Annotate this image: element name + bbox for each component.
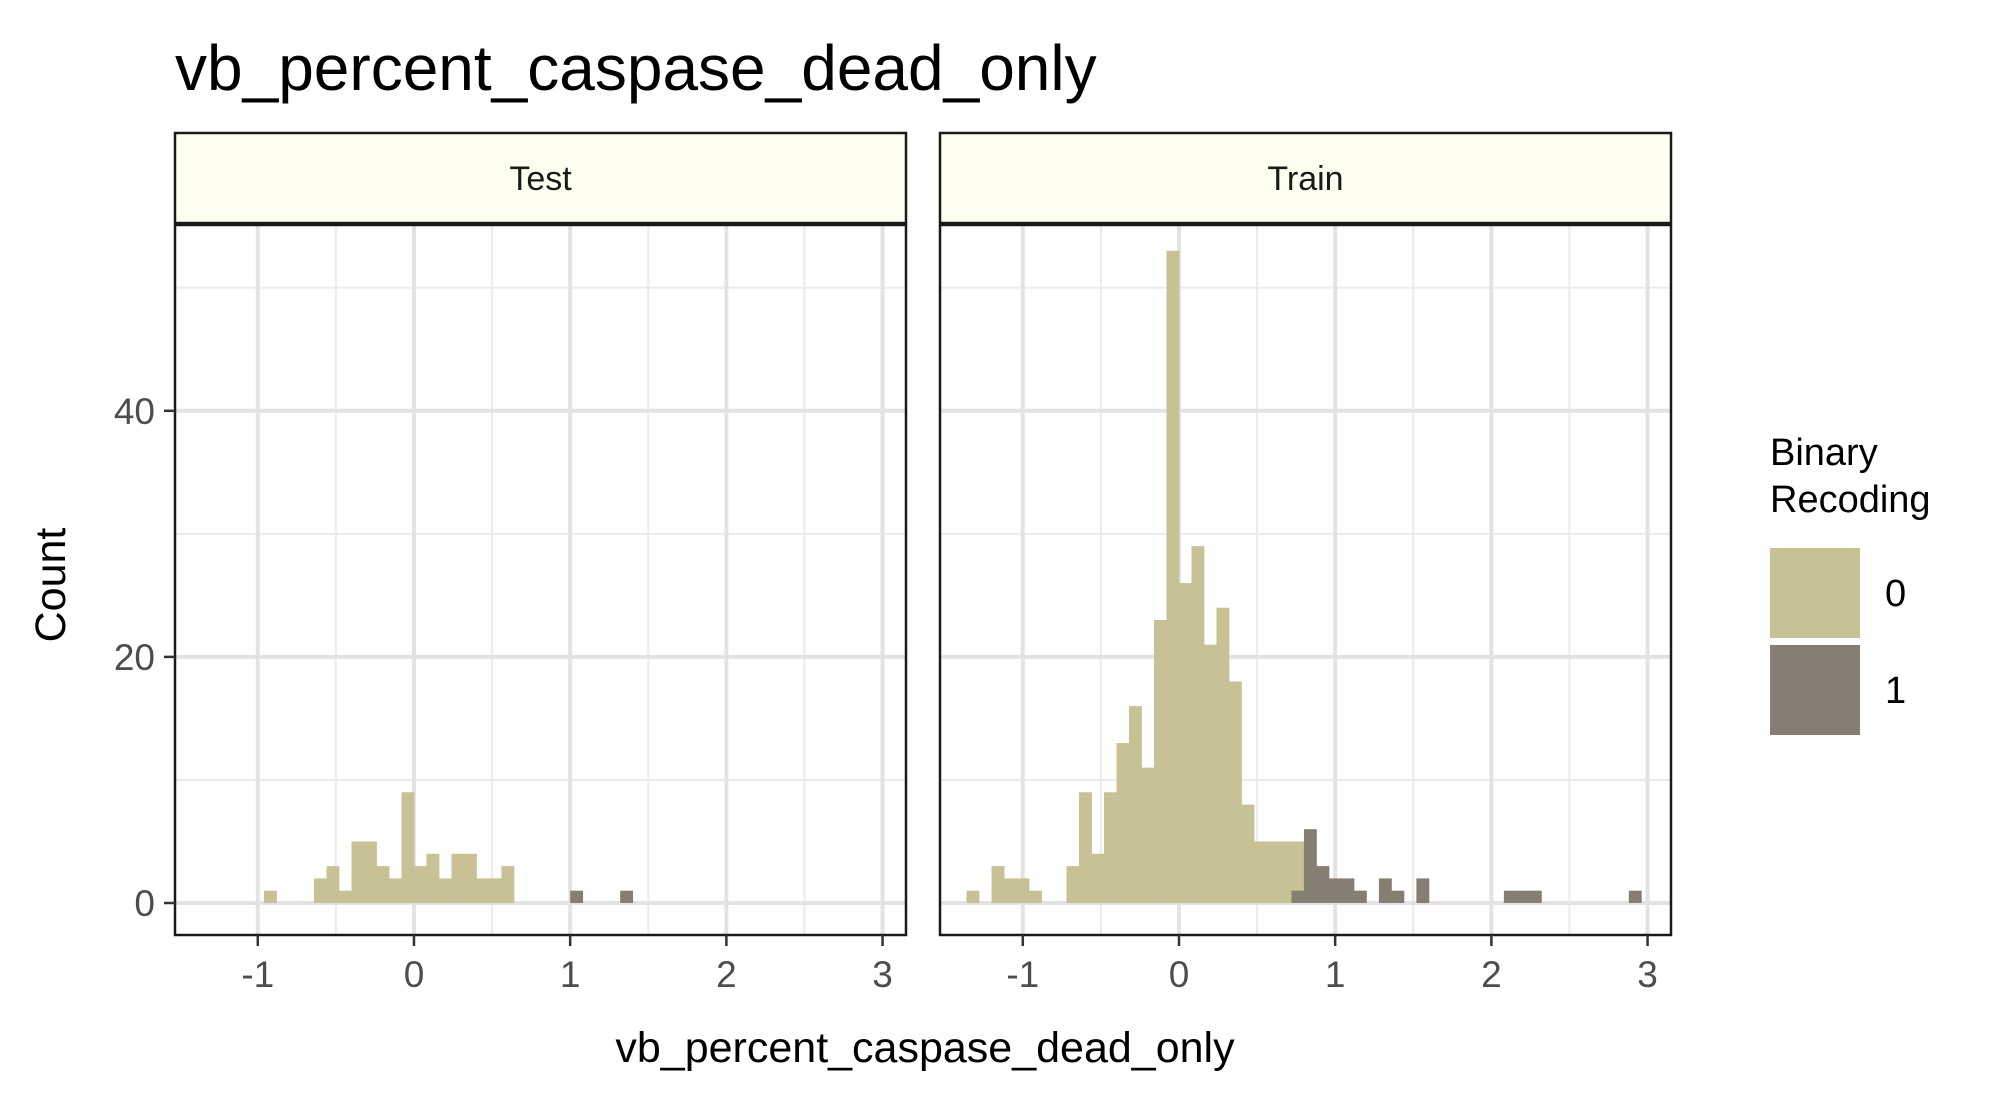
bar-train-class-1 — [1628, 890, 1642, 904]
bar-train-class-0 — [1104, 792, 1117, 904]
x-tick-label: 2 — [716, 954, 737, 995]
x-axis-title: vb_percent_caspase_dead_only — [615, 1024, 1235, 1072]
panel-border — [938, 223, 1673, 937]
bars — [966, 250, 1642, 904]
y-axis-ticks: 0 20 40 — [114, 391, 175, 924]
bar-train-class-0 — [991, 866, 1005, 904]
bar-train-class-0 — [1253, 841, 1267, 904]
legend-key-0 — [1770, 548, 1860, 638]
bar-test-class-0 — [501, 866, 515, 904]
bar-test-class-0 — [264, 890, 277, 904]
legend-key-1 — [1770, 645, 1860, 735]
bar-test-class-0 — [451, 853, 465, 904]
bar-train-class-1 — [1516, 890, 1530, 904]
facet-strip-label: Test — [509, 160, 572, 198]
bar-test-class-0 — [463, 853, 477, 904]
bar-train-class-0 — [1241, 804, 1255, 904]
bar-train-class-1 — [1503, 890, 1517, 904]
bar-train-class-0 — [1141, 767, 1155, 904]
bar-test-class-0 — [314, 878, 327, 904]
bar-test-class-0 — [326, 866, 340, 904]
grid-lines — [175, 225, 906, 935]
panel-border — [173, 223, 908, 937]
panel-test: Test -1 0 1 2 3 — [173, 131, 908, 995]
bar-train-class-0 — [1004, 878, 1017, 904]
y-tick-label: 0 — [134, 883, 155, 924]
x-tick-label: 3 — [1637, 954, 1658, 995]
bar-test-class-0 — [339, 890, 352, 904]
legend: Binary Recoding 01 — [1770, 432, 1931, 735]
x-tick-label: 0 — [1169, 954, 1190, 995]
bar-train-class-0 — [1278, 841, 1292, 904]
bar-test-class-1 — [570, 890, 584, 904]
legend-title-line-1: Binary — [1770, 432, 1878, 474]
y-tick-label: 20 — [114, 637, 155, 678]
bar-train-class-1 — [1341, 878, 1355, 904]
chart-title: vb_percent_caspase_dead_only — [175, 32, 1097, 104]
bar-train-class-0 — [1266, 841, 1280, 904]
bar-train-class-0 — [1128, 706, 1142, 904]
legend-label-1: 1 — [1885, 670, 1906, 712]
bar-train-class-1 — [1303, 829, 1317, 904]
bar-test-class-0 — [401, 792, 415, 904]
panel-background — [940, 225, 1671, 935]
bar-test-class-0 — [388, 878, 402, 904]
x-tick-label: 1 — [1325, 954, 1346, 995]
bar-train-class-0 — [1178, 583, 1192, 904]
bar-train-class-0 — [1153, 619, 1167, 904]
bar-test-class-1 — [620, 890, 634, 904]
facet-strip-label: Train — [1267, 160, 1343, 198]
bar-train-class-0 — [1216, 607, 1230, 904]
bar-test-class-0 — [426, 853, 440, 904]
bar-train-class-1 — [1391, 890, 1405, 904]
bar-test-class-0 — [413, 866, 427, 904]
bar-test-class-0 — [488, 878, 502, 904]
x-axis-ticks: -1 0 1 2 3 — [241, 935, 893, 995]
bar-train-class-0 — [1091, 853, 1105, 904]
bar-train-class-1 — [1328, 878, 1342, 904]
panel-background — [175, 225, 906, 935]
x-tick-label: 2 — [1481, 954, 1502, 995]
bar-train-class-0 — [1116, 743, 1130, 904]
bar-test-class-0 — [363, 841, 377, 904]
x-tick-label: -1 — [1006, 954, 1039, 995]
bar-train-class-0 — [966, 890, 980, 904]
x-tick-label: 1 — [560, 954, 581, 995]
bar-train-class-1 — [1353, 890, 1367, 904]
x-tick-label: -1 — [241, 954, 274, 995]
y-tick-label: 40 — [114, 391, 155, 432]
y-axis-title: Count — [27, 528, 75, 643]
bar-train-class-1 — [1528, 890, 1542, 904]
legend-entries: 01 — [1770, 548, 1906, 735]
bar-train-class-0 — [1066, 866, 1080, 904]
bar-test-class-0 — [438, 878, 452, 904]
bar-test-class-0 — [351, 841, 365, 904]
bar-train-class-0 — [1228, 681, 1242, 904]
panel-train: Train -1 0 1 2 3 — [938, 131, 1673, 995]
bar-train-class-0 — [1203, 644, 1217, 904]
bar-train-class-1 — [1378, 878, 1392, 904]
bar-train-class-1 — [1291, 890, 1305, 904]
x-tick-label: 0 — [404, 954, 425, 995]
bar-train-class-0 — [1079, 792, 1092, 904]
bar-test-class-0 — [376, 866, 390, 904]
legend-label-0: 0 — [1885, 573, 1906, 615]
facet-panels: Test -1 0 1 2 3 Train -1 0 1 2 3 — [173, 131, 1673, 995]
bar-train-class-0 — [1029, 890, 1042, 904]
bar-test-class-0 — [476, 878, 490, 904]
x-tick-label: 3 — [872, 954, 893, 995]
bar-train-class-0 — [1191, 546, 1205, 904]
bar-train-class-0 — [1166, 250, 1180, 904]
legend-title-line-2: Recoding — [1770, 479, 1931, 521]
bar-train-class-1 — [1416, 878, 1430, 904]
facet-strip — [173, 131, 908, 225]
bar-train-class-0 — [1016, 878, 1030, 904]
x-axis-ticks: -1 0 1 2 3 — [1006, 935, 1658, 995]
bar-train-class-1 — [1316, 866, 1330, 904]
bar-train-class-0 — [1291, 841, 1305, 904]
facet-strip — [938, 131, 1673, 225]
bars — [264, 792, 634, 904]
